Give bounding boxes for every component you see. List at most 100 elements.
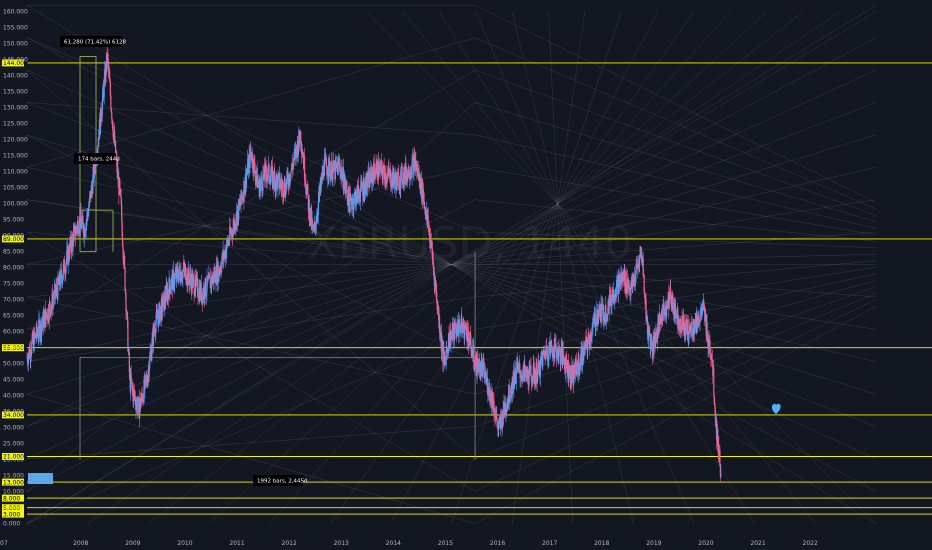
- candle-body-589: [305, 183, 307, 191]
- candle-body-80: [64, 272, 66, 274]
- annotation-text-1: 174 bars, 244d: [78, 157, 120, 163]
- candle-body-1419: [698, 322, 700, 325]
- candle-body-1386: [682, 316, 685, 330]
- candle-body-1287: [635, 264, 638, 266]
- candle-body-569: [295, 145, 298, 149]
- candle-body-720: [367, 172, 369, 183]
- candle-body-1286: [635, 264, 637, 275]
- x-tick-11: 2018: [594, 540, 609, 547]
- candle-body-645: [331, 179, 334, 182]
- candle-body-1010: [504, 403, 506, 413]
- candle-body-181: [112, 121, 114, 131]
- candle-body-192: [117, 167, 119, 180]
- candle-body-1121: [557, 349, 559, 362]
- candle-body-311: [173, 284, 175, 288]
- candle-body-1143: [567, 359, 569, 380]
- candle-body-699: [357, 185, 359, 203]
- candle-body-652: [335, 160, 337, 166]
- candle-body-964: [482, 360, 485, 362]
- candle-body-685: [350, 197, 353, 205]
- candle-body-1099: [546, 349, 549, 362]
- candle-body-950: [476, 372, 478, 376]
- candle-body-243: [141, 392, 143, 397]
- candle-body-498: [262, 174, 264, 191]
- fan-line-53: [148, 11, 804, 524]
- candle-body-486: [256, 168, 258, 188]
- candle-body-1241: [614, 294, 616, 301]
- candle-body-1150: [571, 365, 573, 380]
- candle-body-939: [471, 353, 473, 356]
- candle-body-1265: [625, 270, 627, 291]
- candle-body-928: [465, 330, 468, 340]
- candle-body-422: [226, 239, 228, 250]
- candle-body-1159: [575, 358, 577, 362]
- candle-body-425: [227, 241, 229, 245]
- candle-body-263: [150, 352, 153, 361]
- candle-body-267: [152, 326, 155, 346]
- y-tick-9: 115.000: [3, 153, 28, 160]
- candle-body-1190: [590, 334, 592, 343]
- heart-icon[interactable]: [771, 403, 781, 414]
- candle-body-1154: [572, 380, 575, 385]
- level-label-bg-0: [2, 59, 24, 67]
- candle-body-752: [382, 172, 384, 180]
- candle-body-511: [268, 163, 270, 180]
- candle-body-558: [290, 169, 292, 172]
- candle-body-439: [234, 220, 236, 231]
- candle-body-474: [250, 151, 253, 160]
- y-tick-22: 50.000: [3, 361, 24, 368]
- candle-body-487: [257, 181, 259, 188]
- fan-line-54: [208, 11, 768, 524]
- level-label-6: 8.000: [3, 495, 20, 502]
- candle-body-1151: [571, 375, 573, 380]
- candle-body-750: [381, 165, 383, 175]
- candle-body-274: [156, 311, 158, 314]
- candle-body-611: [315, 223, 317, 225]
- fan-line-60: [548, 11, 574, 524]
- candle-body-864: [435, 289, 437, 292]
- candle-body-1465: [720, 473, 722, 477]
- candle-body-918: [461, 316, 463, 335]
- candle-body-231: [135, 404, 138, 410]
- candle-body-352: [193, 276, 195, 279]
- candle-body-515: [270, 174, 272, 178]
- candle-body-1128: [560, 348, 562, 359]
- candle-body-758: [385, 172, 387, 183]
- fan-line-52: [87, 11, 840, 524]
- candle-body-45: [47, 308, 49, 320]
- candle-body-673: [345, 187, 347, 191]
- candle-body-450: [239, 202, 241, 206]
- candle-body-776: [393, 179, 396, 186]
- candle-body-201: [121, 221, 123, 239]
- y-tick-0: 160.000: [3, 9, 28, 16]
- candle-body-116: [81, 222, 83, 229]
- candle-body-1307: [645, 298, 647, 321]
- candle-body-782: [396, 173, 398, 187]
- candle-body-885: [445, 350, 447, 365]
- candle-body-258: [148, 368, 150, 378]
- candle-body-615: [317, 202, 319, 216]
- candle-body-1140: [566, 362, 568, 365]
- candle-body-1127: [560, 358, 562, 364]
- candle-body-644: [331, 160, 333, 182]
- candle-body-1426: [701, 309, 704, 315]
- candle-body-1315: [649, 333, 651, 337]
- candle-body-1156: [573, 364, 576, 374]
- candle-body-84: [66, 250, 68, 261]
- candle-body-76: [62, 275, 64, 279]
- candle-body-792: [401, 166, 403, 183]
- candle-body-1074: [535, 375, 537, 384]
- candle-body-992: [496, 413, 498, 421]
- candle-body-1222: [605, 305, 607, 323]
- candle-body-505: [265, 165, 267, 174]
- annotation-box-0: [60, 36, 122, 47]
- candle-body-172: [107, 61, 110, 71]
- candle-body-542: [283, 195, 285, 197]
- candle-body-863: [435, 281, 437, 290]
- candle-body-355: [194, 291, 196, 296]
- x-tick-0: 07: [0, 540, 8, 547]
- candle-body-1051: [524, 363, 526, 374]
- candle-body-235: [137, 397, 139, 407]
- candle-body-451: [240, 204, 242, 206]
